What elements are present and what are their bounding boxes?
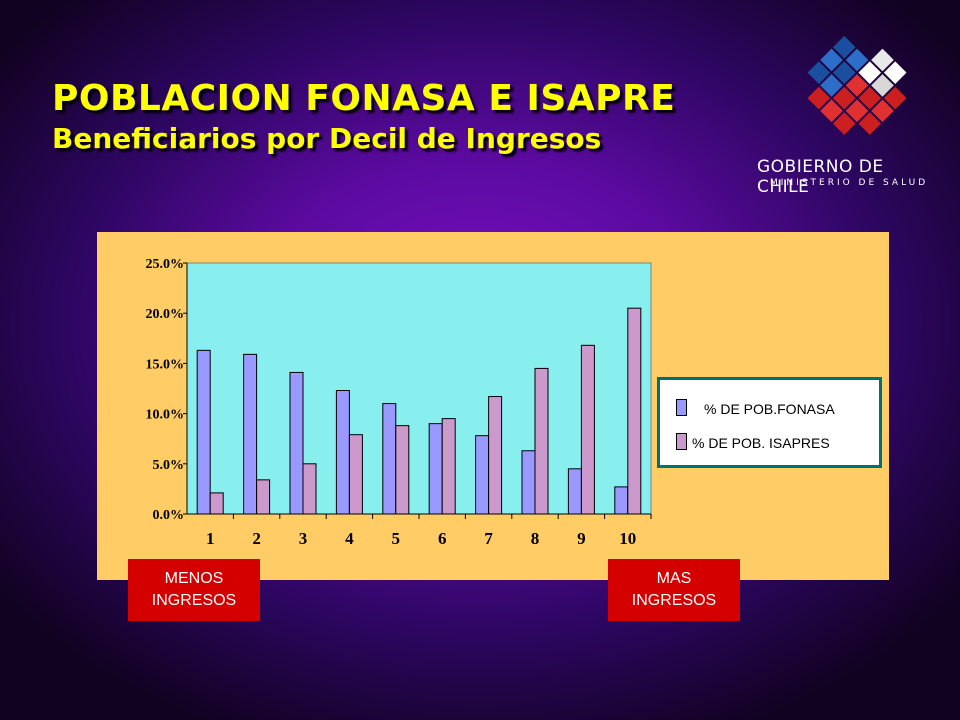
bar-isapres bbox=[348, 434, 363, 515]
bar-fonasa bbox=[243, 353, 258, 515]
legend-item-isapres: % DE POB. ISAPRES bbox=[660, 431, 879, 453]
legend-swatch-fonasa bbox=[676, 399, 687, 416]
chart-panel: 0.0% 5.0% 10.0% 15.0% 20.0% 25.0% 1 2 3 4 5 6 7 8 9 10 bbox=[97, 232, 889, 580]
x-tick-label: 10 bbox=[619, 529, 636, 548]
legend-label-isapres: % DE POB. ISAPRES bbox=[692, 435, 830, 451]
menos-ingresos-badge: MENOS INGRESOS bbox=[128, 559, 260, 621]
bar-fonasa bbox=[335, 390, 350, 515]
bar-isapres bbox=[395, 425, 410, 515]
bar-fonasa bbox=[614, 486, 629, 515]
logo-ministry: MINISTERIO DE SALUD bbox=[770, 178, 929, 188]
bar-chart: 0.0% 5.0% 10.0% 15.0% 20.0% 25.0% 1 2 3 4 5 6 7 8 9 10 bbox=[146, 257, 652, 548]
chart-legend: % DE POB.FONASA % DE POB. ISAPRES bbox=[657, 377, 882, 468]
slide-title: POBLACION FONASA E ISAPRE bbox=[52, 78, 676, 119]
x-tick-label: 2 bbox=[252, 529, 261, 548]
x-tick-label: 5 bbox=[392, 529, 401, 548]
x-tick-label: 9 bbox=[577, 529, 586, 548]
bar-fonasa bbox=[567, 468, 582, 515]
y-tick-label: 5.0% bbox=[153, 458, 185, 473]
bar-isapres bbox=[580, 344, 595, 515]
mas-ingresos-line1: MAS bbox=[656, 570, 692, 587]
mas-ingresos-line2: INGRESOS bbox=[631, 592, 717, 609]
y-tick-label: 10.0% bbox=[146, 408, 185, 423]
x-tick-label: 8 bbox=[531, 529, 540, 548]
bar-isapres bbox=[209, 492, 224, 515]
bar-isapres bbox=[627, 307, 642, 515]
x-tick-label: 6 bbox=[438, 529, 447, 548]
bar-fonasa bbox=[521, 450, 536, 515]
bar-isapres bbox=[488, 396, 503, 515]
bar-isapres bbox=[534, 367, 549, 515]
bar-fonasa bbox=[428, 423, 443, 515]
bar-isapres bbox=[441, 418, 456, 515]
legend-label-fonasa: % DE POB.FONASA bbox=[704, 401, 835, 417]
bar-fonasa bbox=[289, 371, 304, 515]
mas-ingresos-badge: MAS INGRESOS bbox=[608, 559, 740, 621]
bar-fonasa bbox=[196, 349, 211, 515]
legend-item-fonasa: % DE POB.FONASA bbox=[660, 397, 879, 419]
y-tick-label: 0.0% bbox=[153, 508, 185, 523]
y-tick-label: 25.0% bbox=[146, 257, 185, 272]
menos-ingresos-line1: MENOS bbox=[164, 570, 224, 587]
bar-fonasa bbox=[475, 435, 490, 515]
bar-isapres bbox=[302, 463, 317, 515]
gobierno-de-chile-logo bbox=[807, 36, 907, 135]
legend-swatch-isapres bbox=[676, 433, 687, 450]
x-tick-label: 3 bbox=[299, 529, 308, 548]
slide-subtitle: Beneficiarios por Decil de Ingresos bbox=[52, 122, 602, 155]
bar-fonasa bbox=[382, 403, 397, 515]
y-tick-label: 20.0% bbox=[146, 307, 185, 322]
x-tick-label: 4 bbox=[345, 529, 354, 548]
x-tick-label: 1 bbox=[206, 529, 215, 548]
x-tick-label: 7 bbox=[484, 529, 493, 548]
y-tick-label: 15.0% bbox=[146, 357, 185, 372]
bar-isapres bbox=[256, 479, 271, 515]
logo-name: GOBIERNO DE CHILE bbox=[757, 157, 884, 197]
menos-ingresos-line2: INGRESOS bbox=[151, 592, 237, 609]
